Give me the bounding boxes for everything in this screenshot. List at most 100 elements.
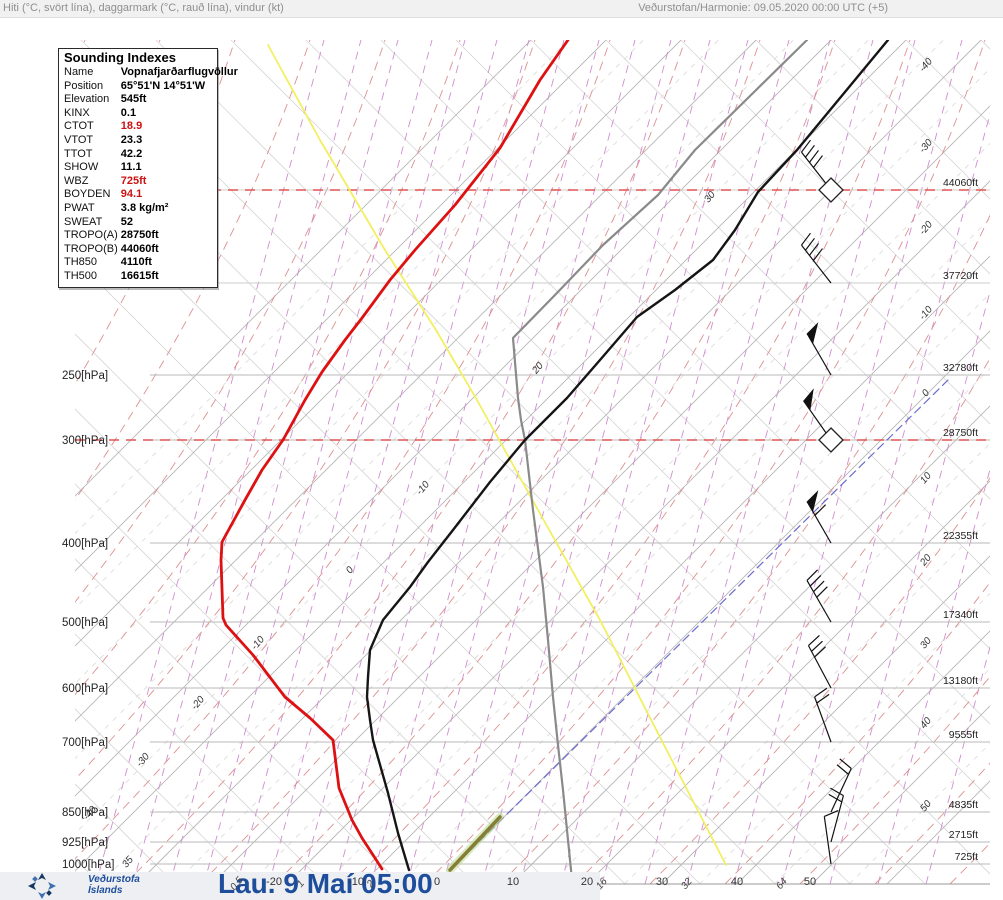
pressure-axis-label: 600[hPa]	[62, 683, 108, 695]
index-value: 3.8 kg/m²	[120, 201, 169, 214]
isotherm-line	[75, 40, 607, 572]
mixing-ratio-line	[781, 112, 990, 885]
index-label: TROPO(B)	[64, 242, 118, 255]
tropopause-diamond-icon	[818, 427, 844, 453]
index-row: Elevation 545ft	[64, 93, 238, 107]
dewpoint-curve	[219, 40, 570, 871]
isotherm-dashed-line	[774, 667, 990, 885]
moist-adiabat-line	[649, 477, 990, 885]
altitude-axis-label: 4835ft	[949, 799, 978, 811]
mixing-ratio-line	[829, 289, 990, 885]
wind-barb-feather	[830, 787, 844, 797]
vedurstofa-logo-icon	[28, 873, 56, 899]
altitude-axis-label: 13180ft	[943, 675, 978, 687]
wind-barb-feather	[839, 758, 852, 769]
index-row: SHOW 11.1	[64, 161, 238, 175]
org-name: Veðurstofa Íslands	[88, 874, 140, 896]
altitude-axis-label: 725ft	[955, 851, 978, 863]
pressure-axis-label: 250[hPa]	[62, 370, 108, 382]
highlighted-dry-adiabat	[267, 44, 727, 866]
index-label: Position	[64, 79, 104, 92]
index-value: 545ft	[120, 93, 147, 106]
org-name-line2: Íslands	[88, 885, 123, 896]
wind-barb-pennant	[803, 388, 814, 411]
index-label: SWEAT	[64, 215, 103, 228]
index-row: TROPO(A) 28750ft	[64, 229, 238, 243]
isotherm-line	[661, 555, 990, 885]
isotherm-line	[361, 255, 990, 885]
pressure-axis-label: 850[hPa]	[62, 807, 108, 819]
index-row: TROPO(B) 44060ft	[64, 243, 238, 257]
isotherm-line	[75, 40, 682, 647]
index-value: 0.1	[120, 106, 137, 119]
wind-barb-feather	[824, 810, 839, 818]
index-label: CTOT	[64, 120, 94, 133]
dry-adiabat-line	[455, 40, 990, 575]
mixing-ratio-line	[925, 645, 990, 885]
isotherm-line	[736, 630, 990, 885]
indexes-title: Sounding Indexes	[64, 50, 176, 65]
moist-adiabat-line	[75, 40, 311, 501]
mixing-ratio-line	[481, 40, 711, 885]
index-value: 28750ft	[120, 229, 159, 242]
dry-adiabat-line	[75, 558, 401, 885]
index-row: KINX 0.1	[64, 107, 238, 121]
isotherm-line	[75, 40, 757, 722]
index-label: Elevation	[64, 93, 110, 106]
isotherm-dashed-line	[474, 367, 990, 885]
mixing-ratio-line	[236, 40, 466, 885]
dry-adiabat-line	[80, 40, 926, 885]
pressure-axis-label: 300[hPa]	[62, 435, 108, 447]
isotherm-line	[75, 40, 832, 797]
model-run-text: Veðurstofan/Harmonie: 09.05.2020 00:00 U…	[638, 2, 888, 14]
wind-barb-feather	[812, 155, 823, 168]
inline-isoline-label: -30	[134, 751, 152, 769]
dry-adiabat-line	[0, 40, 25, 884]
wind-barb-feather	[814, 687, 828, 698]
right-temp-label: 20	[918, 552, 935, 569]
mixing-ratio-line	[370, 40, 600, 885]
wind-barb-feather	[814, 646, 826, 658]
zero-degree-isotherm	[432, 379, 949, 888]
moist-adiabat-line	[499, 214, 990, 885]
wind-barb-feather	[836, 764, 849, 775]
mixing-ratio-line	[733, 40, 963, 885]
index-value: 23.3	[120, 133, 143, 146]
secondary-profile-curve	[511, 40, 809, 892]
curves-layer	[219, 40, 949, 892]
right-temp-label: 10	[918, 470, 934, 486]
index-row: Position 65°51'N 14°51'W	[64, 80, 238, 94]
moist-adiabat-line	[75, 40, 386, 603]
inline-isoline-label: -10	[414, 479, 432, 497]
index-row: TH500 16615ft	[64, 270, 238, 284]
wind-barb-feather	[809, 575, 822, 587]
isotherm-line	[75, 40, 907, 872]
wind-barb-staff	[806, 333, 832, 376]
index-label: VTOT	[64, 133, 94, 146]
dry-adiabat-line	[905, 40, 990, 125]
isotherm-line	[586, 480, 990, 885]
index-row: TH850 4110ft	[64, 256, 238, 270]
dry-adiabat-line	[605, 40, 990, 425]
wind-barb-pennant	[807, 490, 819, 512]
indexes-table: Name Vopnafjarðarflugvöllur Position 65°51'…	[64, 66, 238, 284]
moist-adiabat-line	[574, 357, 990, 885]
index-row: PWAT 3.8 kg/m²	[64, 202, 238, 216]
wind-barb-feather	[804, 237, 815, 251]
altitude-axis-label: 28750ft	[943, 427, 978, 439]
dry-adiabat-line	[305, 40, 990, 725]
index-label: SHOW	[64, 161, 99, 174]
wind-barb-staff	[830, 768, 852, 813]
wind-barb-feather	[804, 144, 815, 158]
parcel-segment	[448, 815, 502, 872]
isotherm-dashed-line	[75, 40, 569, 535]
right-temp-label: 0	[920, 387, 932, 399]
right-temp-label: -10	[917, 304, 935, 322]
isotherm-dashed-line	[99, 40, 944, 885]
index-value: 42.2	[120, 147, 143, 160]
index-value: 16615ft	[120, 269, 159, 282]
dry-adiabat-line	[230, 40, 990, 800]
isotherm-dashed-line	[699, 592, 990, 885]
altitude-axis-label: 2715ft	[949, 829, 978, 841]
valid-time-label: Lau. 9 Maí 05:00	[218, 868, 433, 899]
